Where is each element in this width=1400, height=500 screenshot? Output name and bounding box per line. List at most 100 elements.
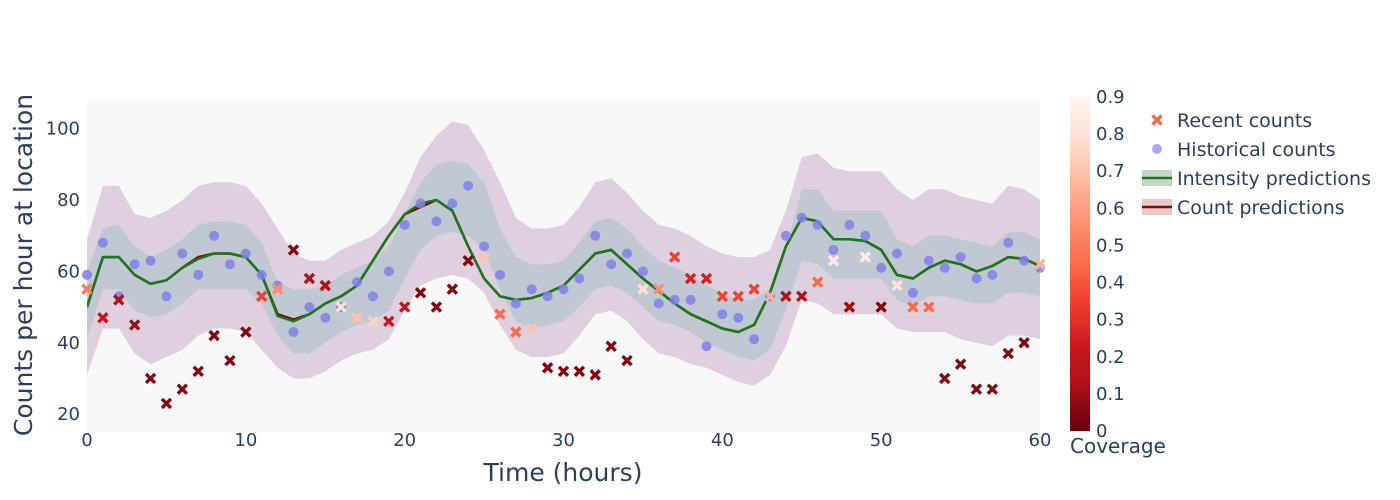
legend: Recent counts Historical counts Intensity … — [1142, 110, 1371, 219]
recent-point — [605, 340, 617, 353]
colorbar: 0 0.1 0.2 0.3 0.4 0.5 0.6 0.7 0.8 0.9 Coverage — [1070, 87, 1166, 458]
historical-point — [129, 259, 140, 270]
recent-point — [557, 365, 570, 378]
historical-point — [796, 212, 807, 223]
historical-point — [701, 341, 712, 352]
y-tick-label: 80 — [57, 190, 80, 211]
recent-point — [1002, 347, 1014, 360]
recent-point — [398, 301, 411, 313]
x-tick-label: 40 — [711, 430, 734, 451]
recent-point — [811, 276, 824, 288]
inner-interval-band — [87, 160, 1040, 361]
colorbar-tick-label: 0.6 — [1096, 198, 1125, 219]
historical-point — [161, 291, 172, 302]
recent-point — [938, 372, 951, 385]
recent-point — [192, 365, 204, 378]
historical-point — [367, 291, 378, 302]
historical-point — [828, 244, 839, 255]
recent-point — [113, 294, 125, 306]
recent-point — [446, 283, 459, 295]
y-tick-label: 20 — [57, 404, 80, 425]
historical-point — [320, 312, 331, 323]
historical-point — [717, 309, 728, 320]
historical-point — [622, 248, 632, 259]
historical-point — [431, 216, 442, 227]
colorbar-tick-label: 0 — [1096, 421, 1107, 442]
colorbar-tick-label: 0.7 — [1096, 161, 1125, 182]
recent-point — [907, 301, 919, 313]
y-tick-label: 100 — [46, 119, 80, 140]
recent-point — [573, 365, 586, 378]
legend-circle-marker — [1152, 144, 1162, 154]
legend-x-marker — [1151, 114, 1163, 126]
historical-point — [558, 284, 569, 295]
recent-point — [732, 290, 744, 303]
historical-point — [526, 284, 537, 295]
historical-point — [812, 219, 823, 230]
recent-point — [160, 397, 173, 410]
x-axis-label: Time (hours) — [483, 458, 643, 487]
historical-point — [669, 294, 680, 305]
recent-point — [144, 372, 157, 385]
colorbar-tick-label: 0.8 — [1096, 124, 1125, 145]
historical-point — [463, 180, 474, 191]
historical-point — [415, 198, 426, 209]
historical-point — [574, 273, 585, 284]
historical-point — [352, 277, 362, 288]
legend-item[interactable]: Recent counts — [1151, 110, 1313, 132]
recent-point — [986, 383, 999, 395]
colorbar-tick-label: 0.1 — [1096, 384, 1125, 405]
historical-point — [923, 255, 934, 266]
historical-point — [510, 298, 521, 309]
legend-label: Recent counts — [1177, 110, 1312, 132]
legend-item[interactable]: Intensity predictions — [1142, 168, 1371, 190]
historical-point — [892, 248, 902, 259]
historical-point — [860, 230, 871, 241]
x-tick-label: 20 — [393, 430, 416, 451]
recent-point — [653, 283, 665, 295]
y-tick-label: 60 — [57, 261, 80, 282]
recent-point — [335, 301, 347, 313]
recent-point — [1018, 337, 1030, 349]
recent-point — [700, 272, 713, 285]
historical-point — [82, 269, 92, 280]
legend-item[interactable]: Historical counts — [1152, 139, 1336, 161]
recent-point — [541, 362, 554, 374]
colorbar-ticks: 0 0.1 0.2 0.3 0.4 0.5 0.6 0.7 0.8 0.9 — [1096, 87, 1125, 442]
recent-point — [716, 290, 729, 303]
recent-point — [970, 383, 983, 395]
recent-point — [494, 308, 506, 320]
recent-point — [796, 290, 808, 303]
recent-point — [224, 354, 236, 367]
recent-point — [875, 301, 887, 313]
historical-point — [447, 198, 458, 209]
recent-point — [891, 279, 903, 292]
recent-point — [923, 301, 935, 313]
legend-item[interactable]: Count predictions — [1142, 197, 1345, 219]
colorbar-tick-label: 0.4 — [1096, 273, 1125, 294]
historical-point — [844, 219, 855, 230]
historical-point — [939, 262, 950, 273]
recent-point — [414, 287, 427, 299]
historical-point — [955, 252, 966, 263]
historical-point — [193, 269, 204, 280]
historical-point — [97, 237, 108, 248]
recent-point — [351, 312, 363, 324]
historical-point — [606, 259, 617, 270]
historical-point — [209, 230, 220, 241]
recent-point — [478, 251, 490, 263]
colorbar-tick-label: 0.2 — [1096, 347, 1125, 368]
historical-point — [256, 269, 267, 280]
recent-points — [81, 244, 1046, 410]
recent-point — [208, 329, 220, 342]
x-tick-label: 60 — [1029, 430, 1052, 451]
colorbar-gradient — [1070, 97, 1090, 431]
recent-point — [303, 272, 316, 285]
historical-point — [987, 269, 998, 280]
historical-point — [542, 291, 553, 302]
recent-point — [287, 244, 300, 256]
recent-point — [510, 326, 522, 338]
historical-points — [82, 180, 1045, 352]
historical-point — [971, 273, 982, 284]
